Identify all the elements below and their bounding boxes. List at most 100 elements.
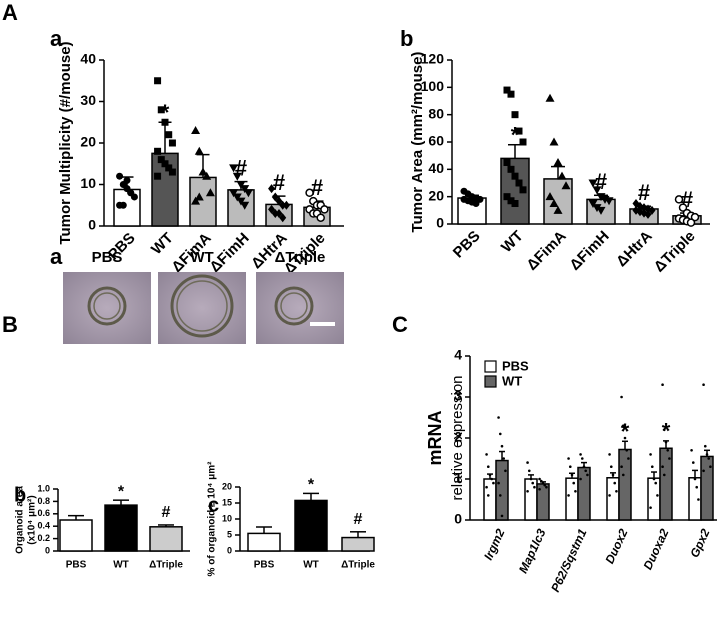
y-tick-label: 1 <box>454 470 462 486</box>
data-point <box>707 457 711 460</box>
data-point <box>316 213 325 222</box>
data-point <box>485 485 488 489</box>
data-point <box>541 481 545 485</box>
data-point <box>492 481 495 485</box>
data-point <box>502 457 506 460</box>
y-tick-label: 0.4 <box>37 521 50 531</box>
data-point <box>511 172 519 180</box>
data-point <box>648 205 656 215</box>
data-point <box>674 195 684 204</box>
data-point <box>649 453 652 456</box>
x-tick-label: WT <box>498 228 527 257</box>
y-tick-label: 5 <box>227 529 232 539</box>
data-point <box>567 494 570 497</box>
data-point <box>279 213 287 223</box>
x-tick-label: PBS <box>450 228 484 262</box>
data-point <box>656 494 659 497</box>
data-point <box>236 181 246 189</box>
data-point <box>205 188 215 197</box>
data-point <box>194 146 204 155</box>
x-tick-label: Duoxa2 <box>641 526 672 571</box>
image-label: ΔTriple <box>275 249 326 266</box>
data-point <box>240 185 250 194</box>
panel-label: b <box>400 26 413 51</box>
data-point <box>588 200 598 208</box>
data-point <box>693 477 697 481</box>
y-tick-label: 1.0 <box>37 483 50 493</box>
data-point <box>282 200 290 210</box>
significance-marker: # <box>273 170 285 195</box>
significance-marker: # <box>354 511 363 528</box>
x-tick-label: WT <box>113 560 129 571</box>
data-point <box>243 189 253 198</box>
y-tick-label: 10 <box>80 175 96 191</box>
data-point <box>690 449 693 452</box>
organoid-image <box>256 272 344 344</box>
y-tick-label: 30 <box>80 92 96 108</box>
organoid <box>93 292 121 320</box>
data-point <box>557 171 567 180</box>
significance-marker: * <box>662 419 671 444</box>
image-label: WT <box>190 249 213 266</box>
organoid-image <box>63 272 151 344</box>
y-tick-label: 60 <box>428 133 444 149</box>
data-point <box>568 465 572 469</box>
data-point <box>691 461 695 464</box>
legend-swatch <box>484 375 497 388</box>
data-point <box>168 139 176 147</box>
panel-label: b <box>14 484 26 506</box>
data-point <box>116 172 124 180</box>
data-point <box>271 209 279 219</box>
data-point <box>154 77 162 85</box>
data-point <box>702 383 705 387</box>
y-tick-label: 0 <box>45 545 50 555</box>
data-point <box>515 179 523 187</box>
data-point <box>620 395 623 399</box>
section-label: C <box>392 312 408 337</box>
significance-marker: * <box>308 477 315 494</box>
data-point <box>586 473 589 477</box>
data-point <box>154 147 162 155</box>
x-tick-label: ΔFimA <box>523 227 569 273</box>
x-tick-label: PBS <box>66 560 87 571</box>
data-point <box>127 189 135 197</box>
data-point <box>157 106 165 114</box>
data-point <box>232 172 242 181</box>
data-point <box>229 189 239 198</box>
data-point <box>664 440 668 444</box>
data-point <box>592 204 602 213</box>
x-tick-label: ΔTriple <box>651 228 699 276</box>
data-point <box>165 164 173 172</box>
data-point <box>526 461 529 464</box>
data-point <box>490 477 494 481</box>
data-point <box>232 193 242 202</box>
bar <box>294 499 328 552</box>
data-point <box>592 186 602 195</box>
data-point <box>621 473 625 477</box>
data-point <box>608 453 611 456</box>
y-axis-label: Tumor Multiplicity (#/mouse) <box>57 41 74 244</box>
data-point <box>497 416 500 419</box>
y-tick-label: 0.2 <box>37 533 50 543</box>
bar <box>227 189 255 227</box>
y-tick-label: 40 <box>80 51 96 67</box>
data-point <box>702 469 705 473</box>
data-point <box>504 469 507 473</box>
x-tick-label: ΔTriple <box>341 560 375 571</box>
data-point <box>500 514 504 518</box>
data-point <box>553 158 563 166</box>
data-point <box>615 490 618 493</box>
organoid <box>274 286 314 326</box>
y-tick-label: 4 <box>454 347 462 363</box>
data-point <box>625 449 629 452</box>
data-point <box>613 481 617 485</box>
x-tick-label: WT <box>148 230 177 259</box>
data-point <box>526 490 529 493</box>
y-axis-label: (x10⁴ μm²) <box>27 495 38 544</box>
bar <box>524 478 538 521</box>
data-point <box>611 473 615 477</box>
bar <box>495 459 509 521</box>
data-point <box>588 179 598 188</box>
y-tick-label: 0 <box>436 215 444 231</box>
data-point <box>498 432 502 436</box>
